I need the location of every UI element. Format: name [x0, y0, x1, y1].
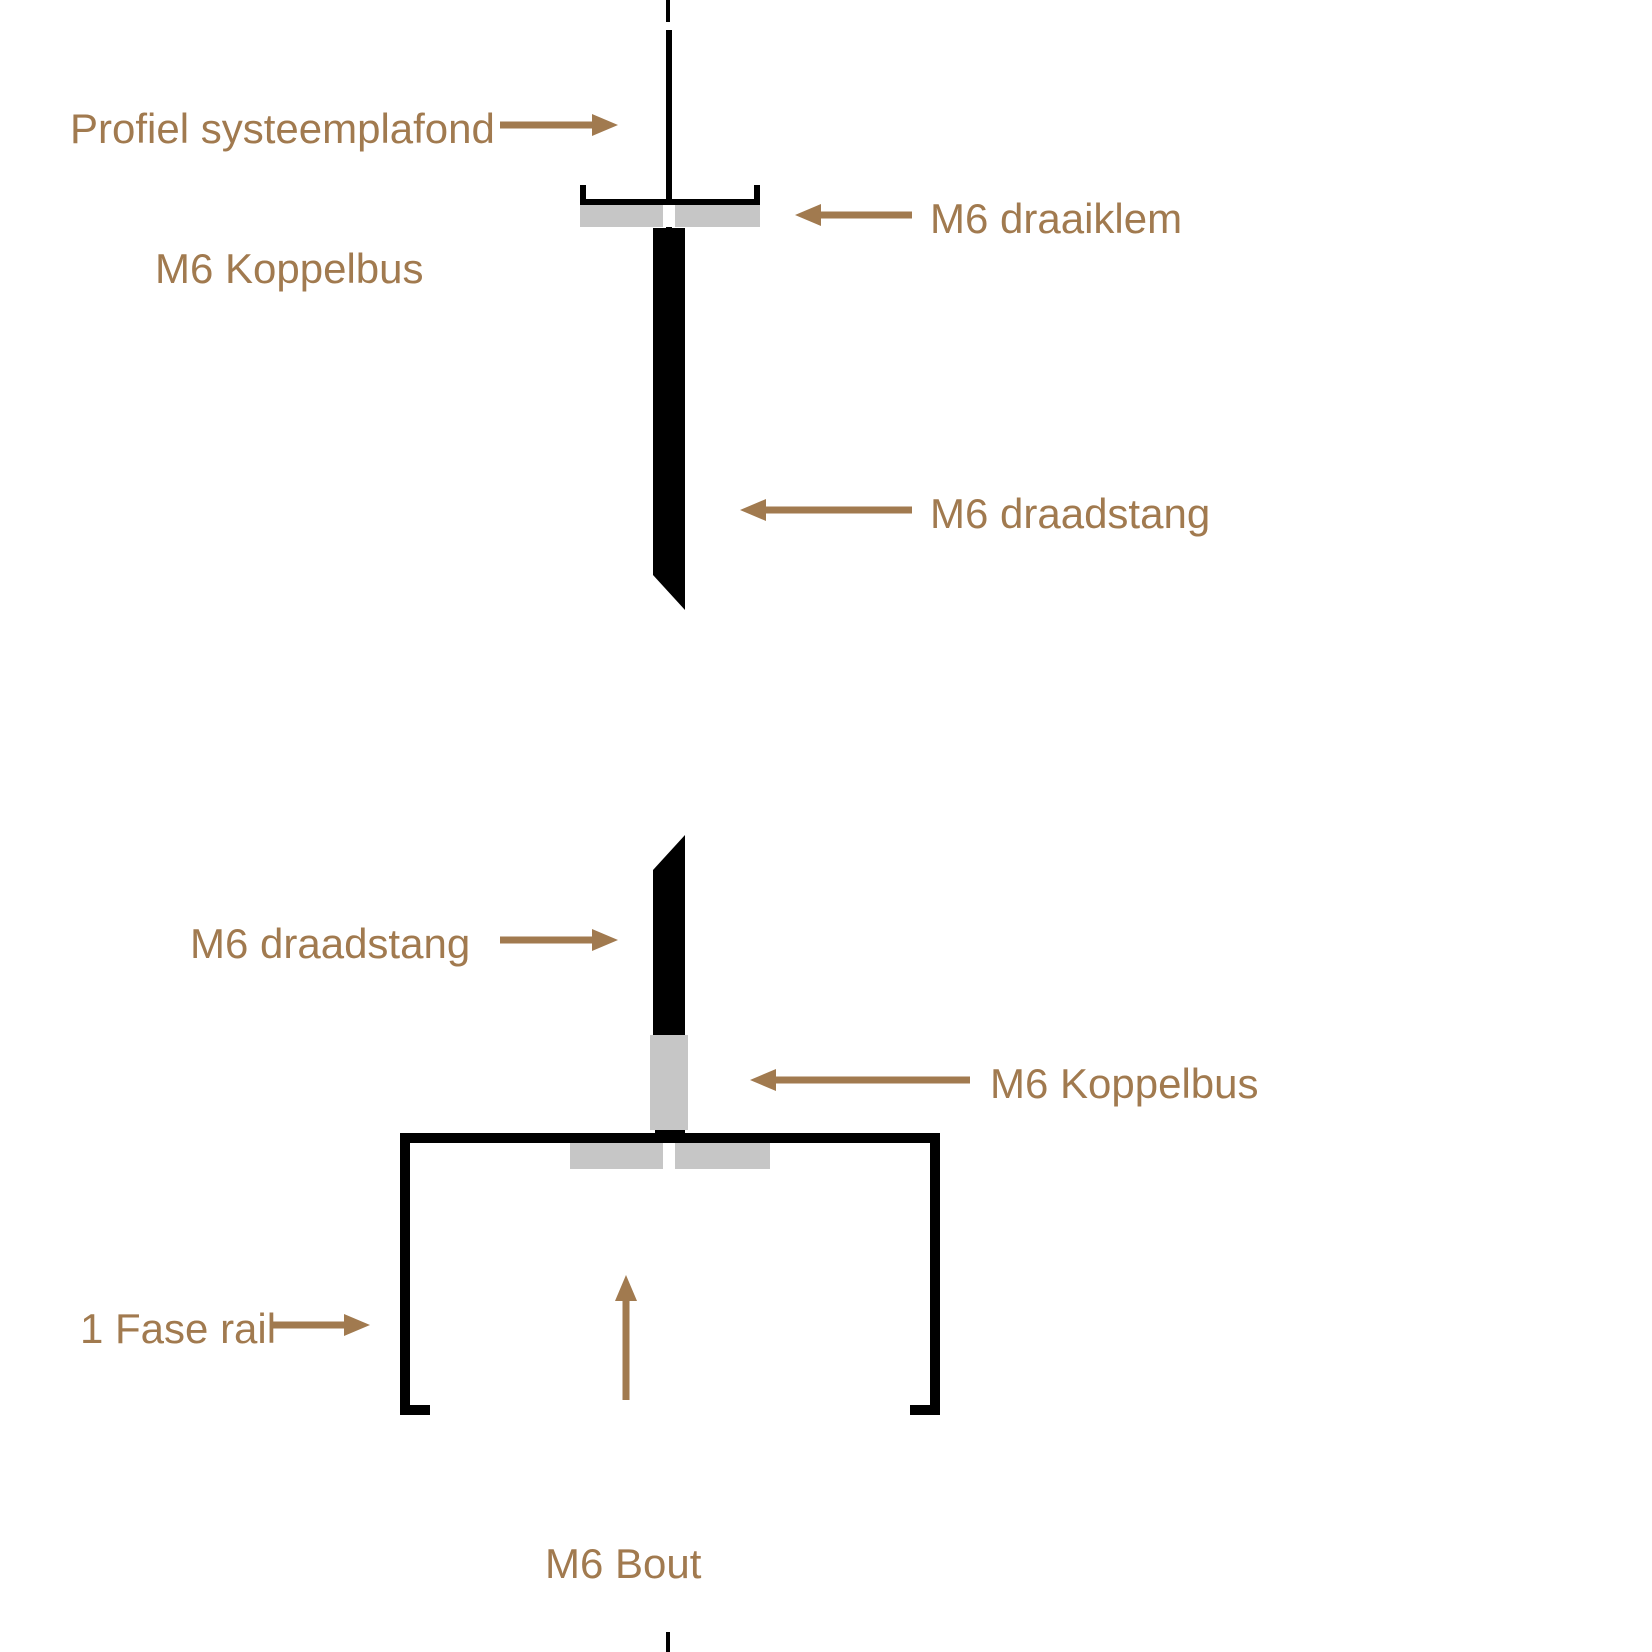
diagram-svg — [0, 0, 1652, 1652]
